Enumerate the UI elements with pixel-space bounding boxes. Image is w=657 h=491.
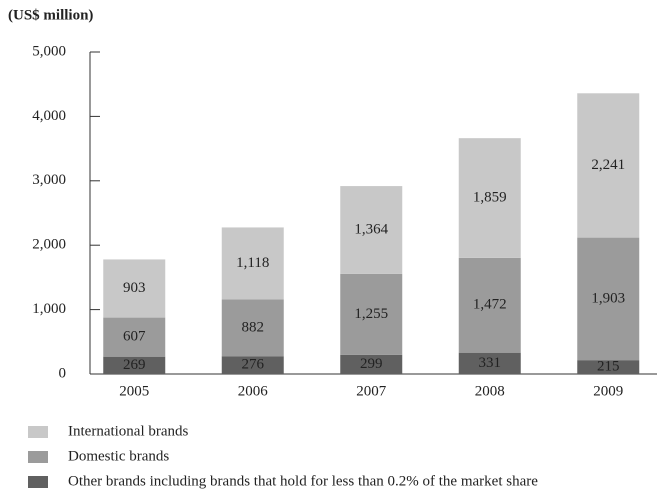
y-tick-label: 2,000	[32, 237, 66, 253]
bar-segment	[221, 299, 284, 357]
x-tick-label: 2007	[356, 383, 387, 399]
y-tick-label: 4,000	[32, 108, 66, 124]
bar-segment	[340, 186, 403, 274]
y-tick-label: 3,000	[32, 172, 66, 188]
value-label: 1,364	[354, 221, 388, 237]
value-label: 276	[242, 357, 265, 373]
legend-label: International brands	[68, 423, 189, 439]
value-label: 1,472	[473, 297, 507, 313]
legend-label: Domestic brands	[68, 448, 169, 464]
bar-segment	[340, 273, 403, 355]
chart-title: (US$ million)	[8, 7, 93, 23]
bar-segment	[458, 138, 521, 258]
bar-segment	[458, 257, 521, 353]
legend-swatch	[28, 426, 48, 438]
value-label: 1,255	[354, 306, 388, 322]
x-tick-label: 2008	[475, 383, 505, 399]
bar-segment	[340, 354, 403, 374]
value-label: 331	[479, 355, 502, 371]
legend-swatch	[28, 451, 48, 463]
value-label: 607	[123, 329, 146, 345]
value-label: 269	[123, 357, 146, 373]
bar-segment	[458, 352, 521, 374]
x-tick-label: 2009	[593, 383, 623, 399]
value-label: 1,118	[236, 255, 269, 271]
bar-segment	[577, 93, 640, 238]
bar-segment	[577, 237, 640, 361]
value-label: 1,859	[473, 189, 507, 205]
value-label: 903	[123, 280, 146, 296]
x-tick-label: 2006	[238, 383, 269, 399]
legend-swatch	[28, 476, 48, 488]
value-label: 215	[597, 359, 620, 375]
y-tick-label: 5,000	[32, 43, 66, 59]
value-label: 882	[242, 319, 265, 335]
bar-segment	[577, 360, 640, 374]
value-label: 299	[360, 356, 383, 372]
value-label: 1,903	[591, 290, 625, 306]
bar-segment	[103, 317, 166, 357]
bar-segment	[221, 356, 284, 374]
bar-segment	[103, 259, 166, 318]
y-tick-label: 0	[59, 365, 67, 381]
bar-segment	[103, 356, 166, 374]
y-tick-label: 1,000	[32, 301, 66, 317]
value-label: 2,241	[591, 157, 625, 173]
legend-label: Other brands including brands that hold …	[68, 473, 538, 489]
x-tick-label: 2005	[119, 383, 149, 399]
bar-segment	[221, 227, 284, 300]
